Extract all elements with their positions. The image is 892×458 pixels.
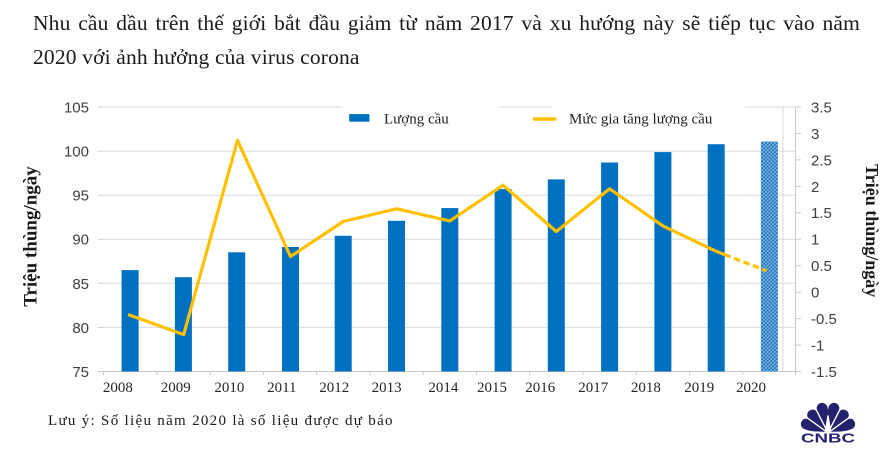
svg-text:2013: 2013 — [372, 380, 402, 396]
svg-text:CNBC: CNBC — [801, 431, 855, 445]
svg-text:0: 0 — [811, 285, 819, 302]
svg-text:-1.5: -1.5 — [811, 364, 837, 381]
svg-text:105: 105 — [64, 99, 89, 116]
svg-text:95: 95 — [72, 188, 89, 205]
svg-text:3.5: 3.5 — [811, 99, 832, 116]
svg-text:2010: 2010 — [214, 380, 244, 396]
svg-text:1: 1 — [811, 232, 819, 249]
svg-text:2011: 2011 — [267, 380, 296, 396]
svg-text:2016: 2016 — [525, 380, 556, 396]
svg-text:Triệu thùng/ngày: Triệu thùng/ngày — [21, 166, 42, 307]
svg-text:2009: 2009 — [161, 380, 191, 396]
svg-text:2012: 2012 — [319, 380, 349, 396]
svg-text:80: 80 — [72, 320, 89, 337]
svg-text:2015: 2015 — [477, 380, 507, 396]
svg-text:1.5: 1.5 — [811, 205, 832, 222]
svg-text:2019: 2019 — [684, 380, 714, 396]
svg-text:2014: 2014 — [428, 380, 459, 396]
svg-text:2: 2 — [811, 179, 819, 196]
svg-text:2018: 2018 — [631, 380, 661, 396]
svg-text:-1: -1 — [811, 338, 824, 355]
svg-text:-0.5: -0.5 — [811, 311, 837, 328]
svg-text:100: 100 — [64, 144, 89, 161]
svg-text:2017: 2017 — [578, 380, 609, 396]
svg-text:85: 85 — [72, 276, 89, 293]
svg-text:90: 90 — [72, 232, 89, 249]
svg-text:Lượng cầu: Lượng cầu — [384, 112, 449, 128]
svg-text:0.5: 0.5 — [811, 258, 832, 275]
svg-text:Mức gia tăng lượng cầu: Mức gia tăng lượng cầu — [569, 112, 713, 128]
svg-text:Triệu thùng/ngày: Triệu thùng/ngày — [862, 164, 882, 297]
svg-text:2020: 2020 — [736, 380, 766, 396]
svg-text:3: 3 — [811, 126, 819, 143]
svg-text:2008: 2008 — [103, 380, 133, 396]
svg-text:2.5: 2.5 — [811, 152, 832, 169]
svg-text:75: 75 — [72, 364, 89, 381]
